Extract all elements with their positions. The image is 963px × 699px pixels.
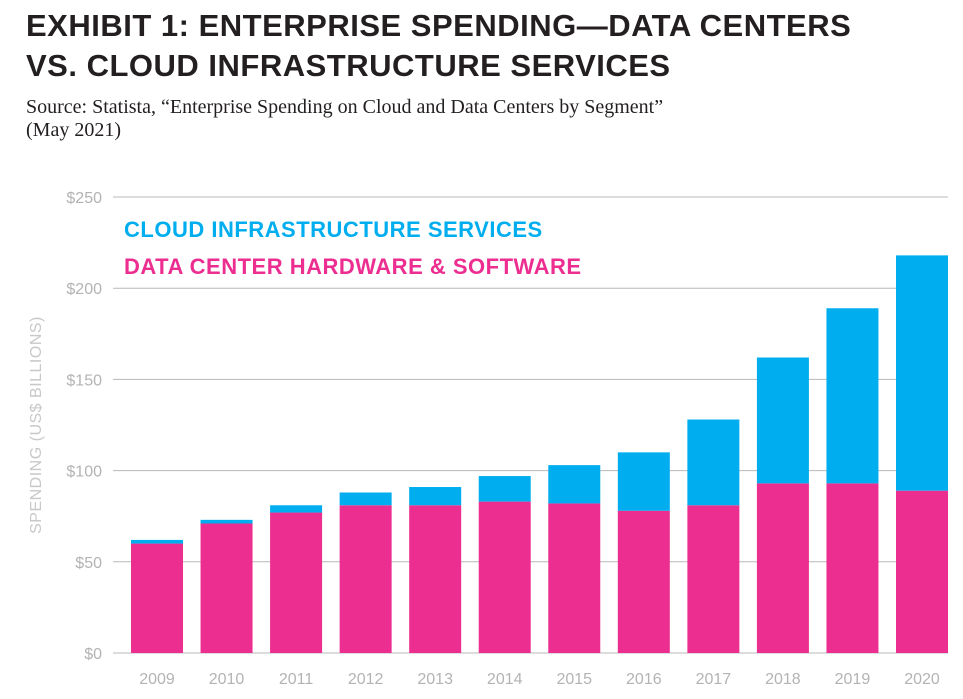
y-axis-ticks: $0 $50 $100 $150 $200 $250 (66, 190, 102, 663)
x-tick-label: 2020 (904, 671, 940, 688)
chart-title: EXHIBIT 1: ENTERPRISE SPENDING—DATA CENT… (26, 6, 946, 86)
y-tick-label: $100 (66, 464, 102, 481)
bar-cloud-2014 (478, 476, 531, 502)
bar-data-center-2018 (756, 483, 809, 653)
legend-data-center: DATA CENTER HARDWARE & SOFTWARE (124, 254, 582, 279)
chart-title-line-1: EXHIBIT 1: ENTERPRISE SPENDING—DATA CENT… (26, 8, 852, 43)
x-tick-label: 2018 (765, 671, 801, 688)
x-tick-label: 2012 (348, 671, 384, 688)
y-tick-label: $50 (75, 555, 102, 572)
bar-data-center-2015 (548, 503, 601, 653)
bar-data-center-2013 (409, 505, 462, 653)
y-tick-label: $0 (84, 646, 102, 663)
x-tick-label: 2019 (835, 671, 871, 688)
y-tick-label: $250 (66, 190, 102, 207)
y-tick-label: $150 (66, 372, 102, 389)
bar-cloud-2020 (896, 255, 948, 491)
y-axis-label: SPENDING (US$ BILLIONS) (28, 316, 45, 534)
bar-cloud-2012 (339, 492, 392, 506)
x-tick-label: 2016 (626, 671, 662, 688)
x-tick-label: 2013 (417, 671, 453, 688)
bar-data-center-2014 (478, 501, 531, 653)
chart-title-line-2: VS. CLOUD INFRASTRUCTURE SERVICES (26, 48, 671, 83)
x-tick-label: 2017 (696, 671, 732, 688)
bar-data-center-2020 (896, 490, 948, 653)
bar-cloud-2013 (409, 487, 462, 506)
x-tick-label: 2009 (139, 671, 175, 688)
bar-cloud-2019 (826, 308, 879, 484)
x-tick-label: 2015 (556, 671, 592, 688)
x-tick-label: 2014 (487, 671, 523, 688)
bar-cloud-2015 (548, 465, 601, 504)
legend: CLOUD INFRASTRUCTURE SERVICES DATA CENTE… (124, 217, 582, 279)
bar-data-center-2009 (131, 543, 183, 653)
bar-cloud-2018 (756, 357, 809, 484)
bar-cloud-2017 (687, 419, 740, 506)
bar-cloud-2009 (131, 539, 183, 544)
chart-source-note: Source: Statista, “Enterprise Spending o… (26, 96, 926, 142)
bar-data-center-2010 (200, 523, 253, 653)
bar-cloud-2011 (270, 505, 323, 513)
bar-data-center-2012 (339, 505, 392, 653)
bar-cloud-2010 (200, 519, 253, 524)
bar-data-center-2017 (687, 505, 740, 653)
x-axis-labels: 2009 2010 2011 2012 2013 2014 2015 2016 2017 2018… (139, 671, 940, 688)
legend-cloud-infrastructure: CLOUD INFRASTRUCTURE SERVICES (124, 217, 543, 242)
bar-cloud-2016 (617, 452, 670, 511)
bar-data-center-2016 (617, 510, 670, 653)
bars (131, 255, 948, 653)
x-tick-label: 2010 (209, 671, 245, 688)
source-line-2: (May 2021) (26, 119, 121, 141)
bar-data-center-2019 (826, 483, 879, 653)
bar-data-center-2011 (270, 512, 323, 653)
y-tick-label: $200 (66, 281, 102, 298)
source-line-1: Source: Statista, “Enterprise Spending o… (26, 96, 664, 118)
x-tick-label: 2011 (279, 671, 314, 688)
